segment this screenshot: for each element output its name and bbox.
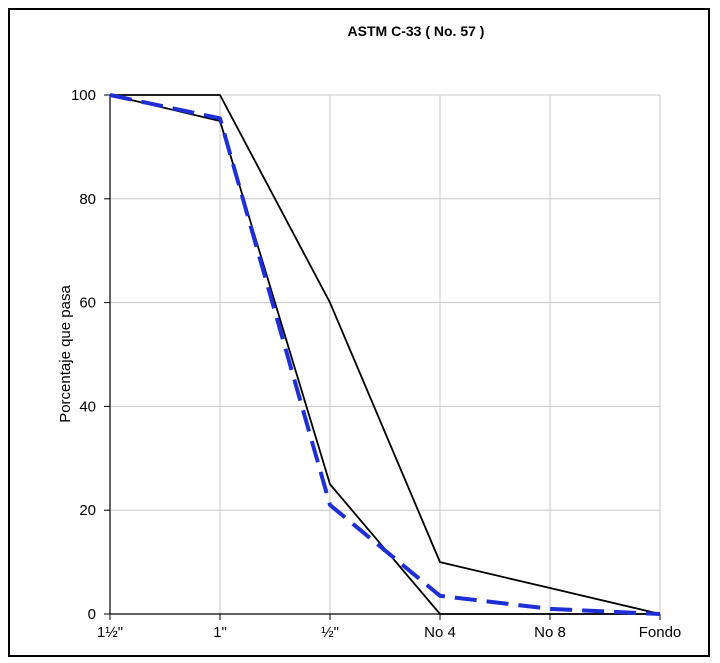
- y-tick-label: 80: [79, 191, 96, 208]
- x-tick-label: No 8: [534, 624, 566, 641]
- y-tick-label: 20: [79, 502, 96, 519]
- y-tick-label: 100: [71, 87, 96, 104]
- y-tick-label: 60: [79, 295, 96, 312]
- x-tick-label: 1": [213, 624, 227, 641]
- tick-labels: 0 20 40 60 80 100 1½" 1" ½" No 4 No 8 Fondo: [71, 87, 681, 641]
- axes: [104, 94, 661, 620]
- lower-limit-line: [109, 94, 660, 615]
- x-tick-label: Fondo: [639, 624, 682, 641]
- upper-limit-line: [110, 94, 661, 615]
- grid: [110, 94, 661, 614]
- y-tick-label: 0: [88, 606, 96, 623]
- x-tick-label: 1½": [97, 624, 123, 641]
- series-lines: [109, 93, 661, 616]
- gradation-curve-dashed: [109, 93, 661, 616]
- y-axis-title: Porcentaje que pasa: [57, 285, 74, 423]
- x-tick-label: ½": [321, 624, 339, 641]
- chart-title: ASTM C-33 ( No. 57 ): [348, 23, 485, 39]
- y-tick-label: 40: [79, 398, 96, 415]
- x-tick-label: No 4: [424, 624, 456, 641]
- chart-frame: [8, 8, 710, 657]
